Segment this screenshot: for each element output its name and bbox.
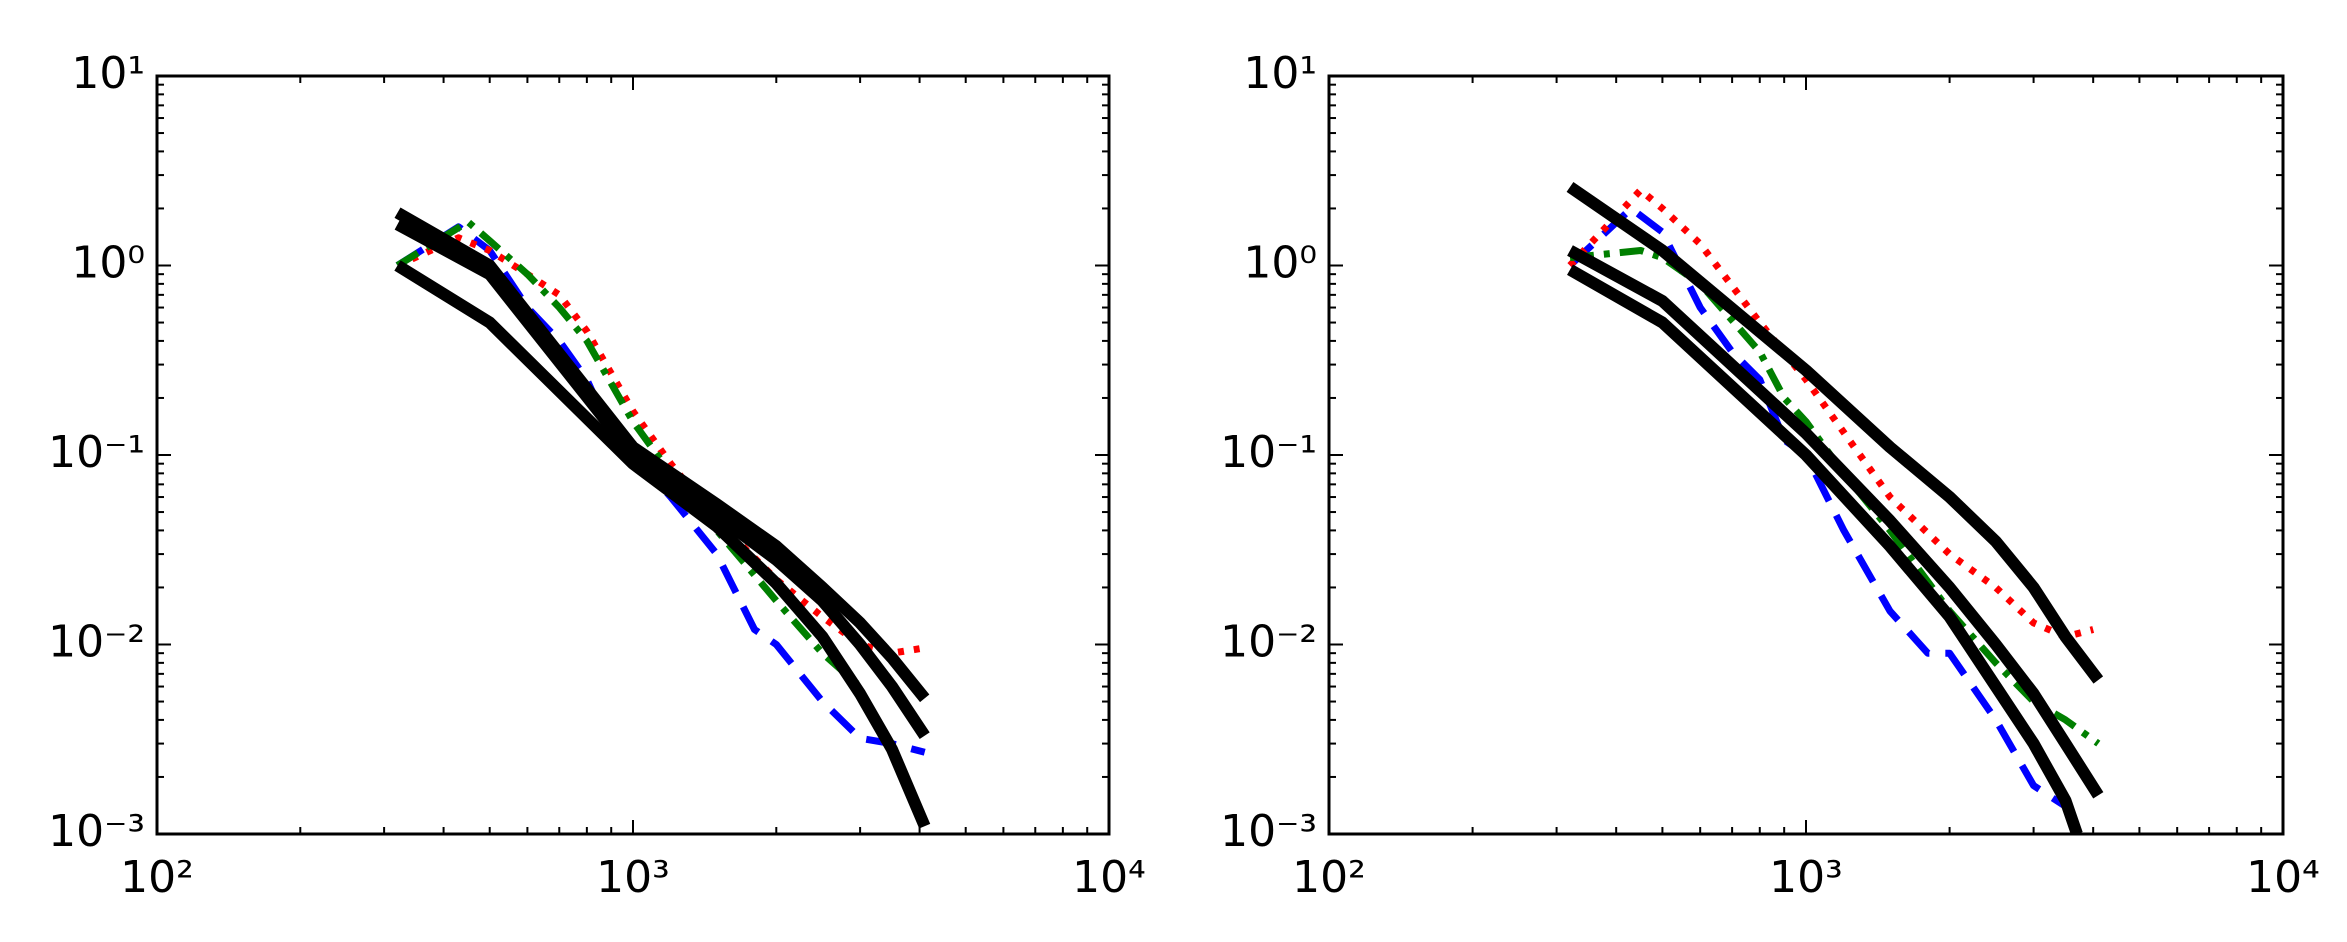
y-tick-label: 10⁻³ (48, 806, 145, 857)
data-line (1567, 205, 2068, 810)
y-tick-label: 10¹ (1243, 48, 1317, 99)
y-tick-label: 10⁻² (1220, 617, 1317, 668)
x-tick-label: 10² (120, 852, 194, 903)
y-tick-label: 10⁻¹ (1220, 427, 1317, 478)
x-tick-label: 10⁴ (2246, 852, 2320, 903)
y-tick-label: 10⁰ (1243, 238, 1317, 289)
x-tick-label: 10³ (1769, 852, 1843, 903)
data-line (395, 218, 863, 690)
data-line (1566, 181, 2104, 684)
y-tick-label: 10¹ (71, 48, 145, 99)
x-tick-label: 10² (1292, 852, 1366, 903)
data-line (394, 260, 931, 829)
x-tick-label: 10³ (596, 852, 670, 903)
plot-lines (1566, 181, 2104, 834)
data-line (1567, 245, 2104, 799)
y-tick-label: 10⁻¹ (48, 427, 145, 478)
x-tick-label: 10⁴ (1072, 852, 1146, 903)
data-line (394, 219, 930, 740)
data-line (1567, 264, 2083, 834)
data-line (396, 234, 921, 657)
y-tick-label: 10⁻³ (1220, 806, 1317, 857)
y-tick-label: 10⁻² (48, 617, 145, 668)
y-tick-label: 10⁰ (71, 238, 145, 289)
plot-lines (394, 207, 931, 829)
